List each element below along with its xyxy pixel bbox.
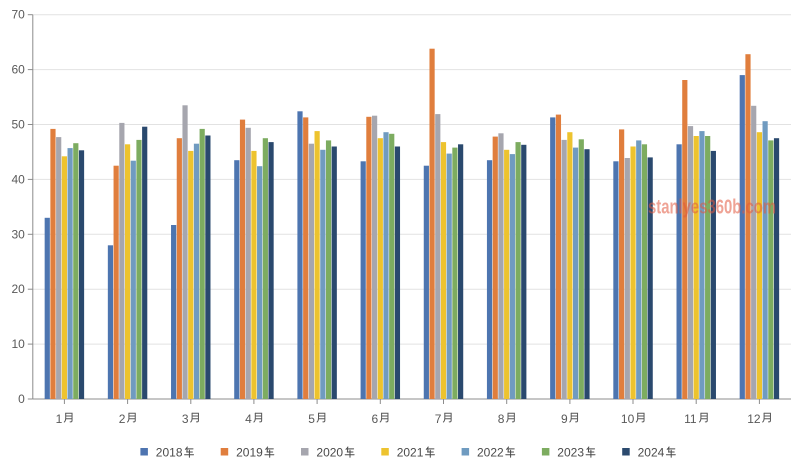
- svg-text:stanlyes360b.com: stanlyes360b.com: [648, 197, 776, 219]
- svg-text:2022: 2022: [477, 446, 504, 460]
- svg-text:10: 10: [621, 412, 635, 426]
- svg-text:12: 12: [747, 412, 761, 426]
- svg-text:60: 60: [11, 63, 25, 77]
- svg-text:3: 3: [182, 412, 189, 426]
- svg-text:2021: 2021: [397, 446, 424, 460]
- svg-text:70: 70: [11, 8, 25, 22]
- svg-text:2019: 2019: [236, 446, 263, 460]
- svg-text:1: 1: [56, 412, 63, 426]
- svg-text:0: 0: [18, 392, 25, 406]
- svg-text:2024: 2024: [638, 446, 665, 460]
- svg-text:30: 30: [11, 227, 25, 241]
- svg-text:4: 4: [245, 412, 252, 426]
- svg-text:5: 5: [308, 412, 315, 426]
- svg-text:20: 20: [11, 282, 25, 296]
- svg-text:2023: 2023: [557, 446, 584, 460]
- svg-text:11: 11: [684, 412, 697, 426]
- svg-text:2018: 2018: [156, 446, 183, 460]
- svg-text:40: 40: [11, 172, 25, 186]
- svg-text:9: 9: [561, 412, 568, 426]
- svg-text:10: 10: [11, 337, 25, 351]
- svg-text:8: 8: [498, 412, 505, 426]
- svg-text:50: 50: [11, 118, 25, 132]
- svg-text:7: 7: [435, 412, 442, 426]
- svg-text:6: 6: [372, 412, 379, 426]
- svg-text:2020: 2020: [316, 446, 343, 460]
- svg-text:2: 2: [119, 412, 126, 426]
